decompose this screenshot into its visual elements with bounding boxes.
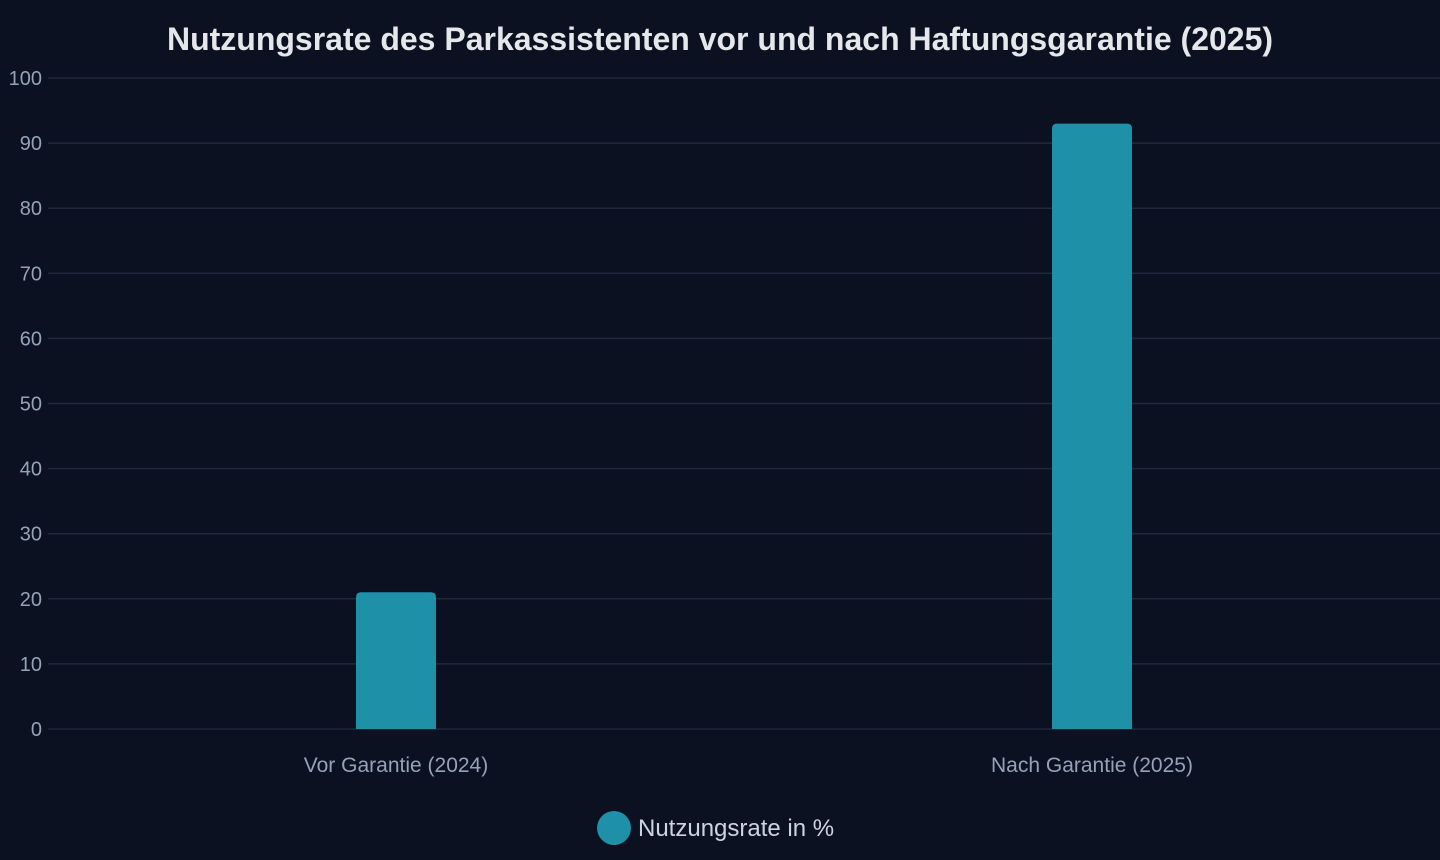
y-tick-label: 40 — [20, 459, 42, 481]
legend[interactable]: Nutzungsrate in % — [597, 811, 834, 845]
y-tick-label: 30 — [20, 524, 42, 546]
x-category-label: Vor Garantie (2024) — [304, 754, 488, 777]
bar[interactable] — [1052, 123, 1132, 729]
grid-layer — [48, 77, 1440, 730]
legend-swatch[interactable] — [597, 811, 631, 845]
y-tick-label: 60 — [20, 328, 42, 350]
y-tick-label: 20 — [20, 589, 42, 611]
x-axis: Vor Garantie (2024) Nach Garantie (2025) — [304, 754, 1193, 777]
bars-layer — [356, 123, 1132, 729]
y-tick-label: 70 — [20, 263, 42, 285]
y-tick-label: 80 — [20, 198, 42, 220]
bar[interactable] — [356, 592, 436, 729]
x-category-label: Nach Garantie (2025) — [991, 754, 1193, 777]
legend-label[interactable]: Nutzungsrate in % — [638, 815, 834, 842]
chart-title: Nutzungsrate des Parkassistenten vor und… — [167, 21, 1273, 57]
y-tick-label: 50 — [20, 394, 42, 416]
y-tick-label: 100 — [9, 68, 42, 90]
y-tick-label: 0 — [31, 719, 42, 741]
y-tick-label: 90 — [20, 133, 42, 155]
y-axis: 0 10 20 30 40 50 60 70 80 90 100 — [9, 68, 42, 741]
y-tick-label: 10 — [20, 654, 42, 676]
